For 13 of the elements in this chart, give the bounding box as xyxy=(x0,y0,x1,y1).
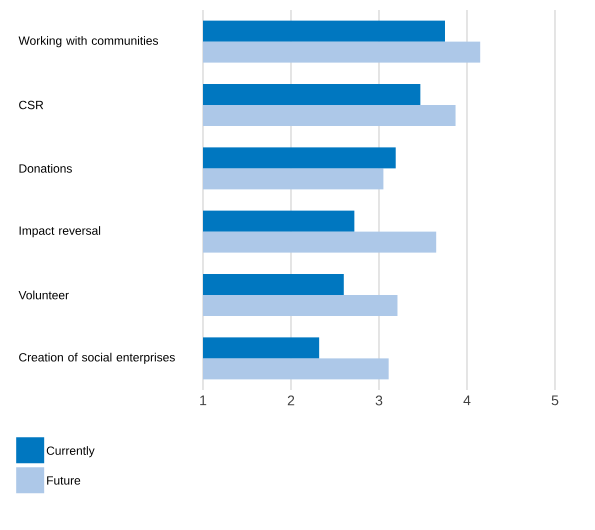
x-tick-label: 5 xyxy=(552,396,558,406)
legend-label: Future xyxy=(47,476,80,485)
y-tick-label: Impact reversal xyxy=(20,226,100,238)
y-tick-label: Creation of social enterprises xyxy=(19,352,175,364)
x-tick-label: 2 xyxy=(288,396,294,406)
y-tick-label: Volunteer xyxy=(18,290,69,300)
y-tick-label: Donations xyxy=(20,164,72,173)
x-tick-label: 3 xyxy=(376,396,382,406)
x-tick-label: 4 xyxy=(463,396,470,406)
legend-label: Currently xyxy=(46,446,95,458)
y-tick-label: CSR xyxy=(19,100,44,110)
x-tick-label: 1 xyxy=(200,396,206,406)
y-tick-label: Working with communities xyxy=(18,36,158,48)
